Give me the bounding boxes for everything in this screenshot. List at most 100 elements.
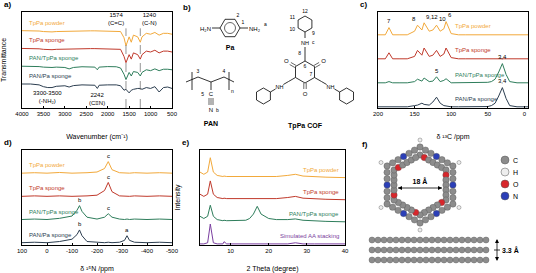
svg-text:7: 7 xyxy=(310,71,313,77)
svg-text:2000: 2000 xyxy=(101,111,115,117)
svg-text:TpPa sponge: TpPa sponge xyxy=(29,37,65,43)
svg-text:1000: 1000 xyxy=(144,111,158,117)
svg-text:6: 6 xyxy=(448,12,452,18)
svg-text:3: 3 xyxy=(197,68,200,74)
svg-text:1500: 1500 xyxy=(122,111,136,117)
svg-text:5: 5 xyxy=(435,68,439,74)
svg-text:n: n xyxy=(231,88,234,94)
svg-text:7: 7 xyxy=(387,18,391,24)
svg-text:C: C xyxy=(513,157,518,164)
svg-text:3300-3500(-NH₂): 3300-3500(-NH₂) xyxy=(33,90,62,104)
svg-text:9: 9 xyxy=(312,30,315,36)
svg-text:c: c xyxy=(107,174,110,180)
svg-text:TpPa sponge: TpPa sponge xyxy=(29,185,65,191)
svg-text:0: 0 xyxy=(523,111,527,117)
svg-text:e): e) xyxy=(182,138,189,147)
svg-text:6: 6 xyxy=(304,63,307,69)
svg-text:d): d) xyxy=(4,138,12,147)
svg-text:10: 10 xyxy=(227,248,234,254)
svg-text:H: H xyxy=(513,169,518,176)
svg-text:500: 500 xyxy=(167,111,178,117)
svg-text:30: 30 xyxy=(303,248,310,254)
svg-text:11: 11 xyxy=(290,14,295,20)
svg-text:NH: NH xyxy=(327,84,335,90)
svg-text:2 Theta (degree): 2 Theta (degree) xyxy=(246,265,298,273)
svg-text:O: O xyxy=(303,91,308,97)
svg-text:O: O xyxy=(321,58,326,64)
svg-text:TpPa COF: TpPa COF xyxy=(288,122,323,130)
svg-text:3500: 3500 xyxy=(37,111,51,117)
svg-text:δ ¹³C /ppm: δ ¹³C /ppm xyxy=(436,133,469,141)
svg-text:1240(C-N): 1240(C-N) xyxy=(142,12,157,26)
svg-text:TpPa powder: TpPa powder xyxy=(29,162,65,168)
svg-text:3000: 3000 xyxy=(58,111,72,117)
svg-text:4: 4 xyxy=(223,68,226,74)
svg-text:δ ¹⁵N /ppm: δ ¹⁵N /ppm xyxy=(80,265,114,273)
svg-text:a: a xyxy=(264,21,267,27)
svg-text:20: 20 xyxy=(265,248,272,254)
svg-text:8: 8 xyxy=(412,16,416,22)
svg-text:PAN/Pa sponge: PAN/Pa sponge xyxy=(29,232,72,238)
svg-text:TpPa powder: TpPa powder xyxy=(29,20,65,26)
svg-text:H₂N: H₂N xyxy=(200,26,211,32)
svg-text:-100: -100 xyxy=(66,248,79,254)
svg-text:O: O xyxy=(513,181,519,188)
svg-text:Pa: Pa xyxy=(226,44,235,51)
svg-text:3,4: 3,4 xyxy=(498,54,507,60)
svg-text:N: N xyxy=(513,193,518,200)
svg-text:NH₂: NH₂ xyxy=(249,26,261,32)
svg-text:O: O xyxy=(284,58,289,64)
svg-text:-400: -400 xyxy=(141,248,154,254)
svg-text:Intensity: Intensity xyxy=(174,184,182,211)
svg-text:18 Å: 18 Å xyxy=(413,177,428,185)
svg-text:b: b xyxy=(78,197,82,203)
svg-text:200: 200 xyxy=(373,111,384,117)
svg-text:-500: -500 xyxy=(166,248,179,254)
svg-text:10: 10 xyxy=(439,16,446,22)
svg-text:TpPa powder: TpPa powder xyxy=(303,167,339,173)
svg-text:f): f) xyxy=(362,140,368,149)
svg-text:100: 100 xyxy=(17,248,28,254)
svg-text:2: 2 xyxy=(237,12,240,18)
svg-text:-300: -300 xyxy=(116,248,129,254)
svg-text:3.3 Å: 3.3 Å xyxy=(502,246,519,254)
svg-text:8: 8 xyxy=(298,50,301,56)
svg-text:b): b) xyxy=(183,3,191,12)
svg-text:Wavenumber (cm⁻¹): Wavenumber (cm⁻¹) xyxy=(66,133,128,141)
svg-text:c: c xyxy=(312,39,315,45)
svg-text:150: 150 xyxy=(410,111,421,117)
svg-text:NH: NH xyxy=(275,84,283,90)
svg-text:a): a) xyxy=(4,0,11,9)
svg-text:PAN/Pa sponge: PAN/Pa sponge xyxy=(29,73,72,79)
svg-text:c): c) xyxy=(360,0,367,9)
svg-text:c: c xyxy=(107,153,110,159)
svg-text:1: 1 xyxy=(242,19,245,25)
svg-text:50: 50 xyxy=(484,111,491,117)
svg-text:PAN/TpPa sponge: PAN/TpPa sponge xyxy=(29,55,79,61)
svg-text:2242(C≡N): 2242(C≡N) xyxy=(89,92,105,106)
svg-text:b: b xyxy=(78,221,82,227)
svg-text:9,12: 9,12 xyxy=(426,14,438,20)
svg-text:-200: -200 xyxy=(91,248,104,254)
svg-text:N: N xyxy=(209,107,213,113)
svg-text:5: 5 xyxy=(201,91,204,97)
svg-text:2500: 2500 xyxy=(80,111,94,117)
svg-text:40: 40 xyxy=(342,248,349,254)
svg-text:C: C xyxy=(209,91,214,97)
svg-text:PAN/TpPa sponge: PAN/TpPa sponge xyxy=(29,209,79,215)
svg-text:PAN: PAN xyxy=(204,120,218,127)
svg-text:0: 0 xyxy=(45,248,49,254)
svg-text:PAN/Pa sponge: PAN/Pa sponge xyxy=(455,96,498,102)
svg-text:a: a xyxy=(125,227,129,233)
svg-text:4000: 4000 xyxy=(15,111,29,117)
svg-text:3,4: 3,4 xyxy=(498,78,507,84)
svg-text:12: 12 xyxy=(302,8,308,14)
svg-text:b: b xyxy=(216,107,219,113)
svg-text:Simulated AA stacking: Simulated AA stacking xyxy=(280,233,339,239)
svg-text:TpPa powder: TpPa powder xyxy=(455,23,491,29)
svg-text:Transmittance: Transmittance xyxy=(0,38,7,82)
svg-text:c: c xyxy=(107,205,110,211)
svg-text:1574(C=C): 1574(C=C) xyxy=(108,12,124,26)
svg-text:10: 10 xyxy=(289,26,295,32)
svg-text:TpPa sponge: TpPa sponge xyxy=(455,47,491,53)
